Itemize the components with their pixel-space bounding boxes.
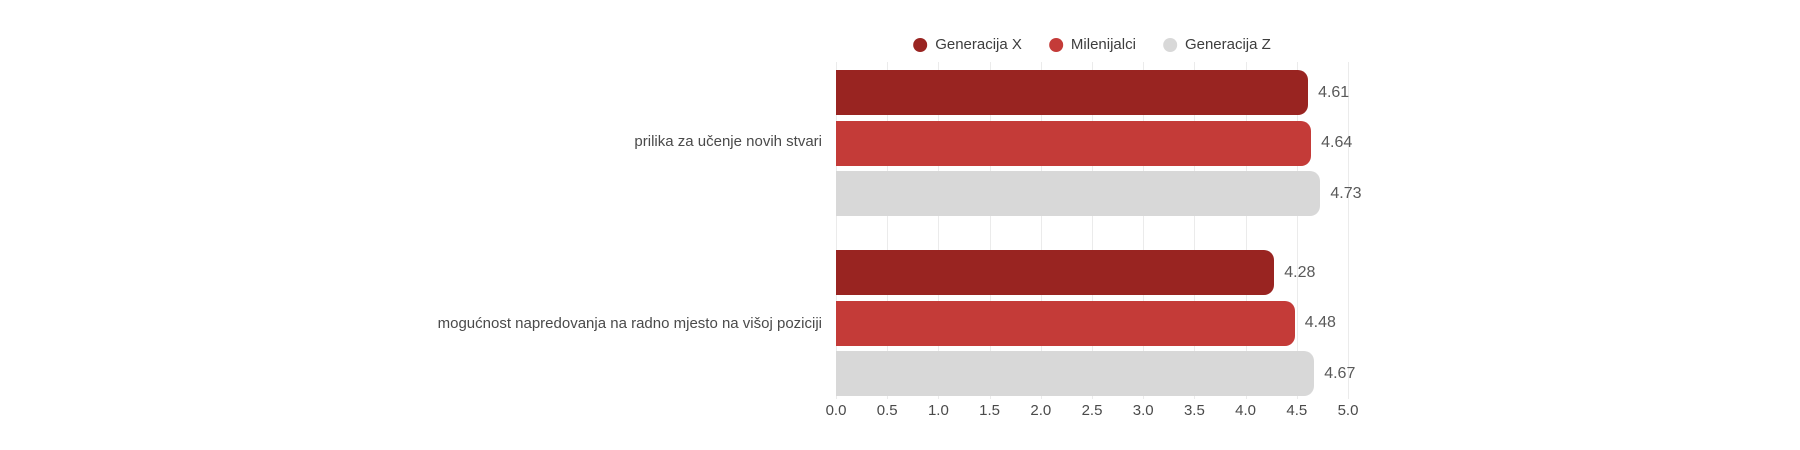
gridline	[836, 62, 837, 399]
x-axis-tick-label: 0.0	[825, 402, 847, 419]
bar-generacija-z[interactable]	[836, 351, 1315, 396]
bar-generacija-x[interactable]	[836, 250, 1275, 295]
gridline	[1040, 62, 1042, 399]
bar-value-label: 4.48	[1304, 314, 1336, 331]
gridline	[1348, 62, 1349, 399]
x-axis-tick-label: 5.0	[1337, 402, 1359, 419]
x-axis-tick-label: 0.5	[876, 402, 898, 419]
bar-row: 4.64	[836, 120, 1352, 166]
plot-area: 4.61 4.64 4.73 4.28 4.48 4.67	[836, 62, 1361, 399]
bar-row: 4.73	[836, 171, 1361, 216]
x-axis-tick-label: 2.0	[1030, 402, 1052, 419]
x-axis-tick-label: 3.0	[1132, 402, 1154, 419]
x-axis-tick-label: 4.5	[1286, 402, 1308, 419]
legend-swatch-icon	[1162, 37, 1177, 52]
bar-value-label: 4.61	[1318, 83, 1350, 101]
x-axis-tick-label: 4.0	[1235, 402, 1257, 419]
gridline	[938, 62, 940, 399]
gridline	[1296, 62, 1298, 399]
bar-generacija-x[interactable]	[836, 70, 1309, 115]
gridline	[989, 62, 991, 399]
legend-swatch-icon	[913, 37, 928, 52]
legend-swatch-icon	[1048, 37, 1063, 52]
bar-row: 4.67	[836, 351, 1355, 396]
x-axis-tick-label: 1.5	[979, 402, 1001, 419]
category-label-prilika-za-ucenje: prilika za učenje novih stvari	[634, 133, 822, 150]
legend-item-milenijalci[interactable]: Milenijalci	[1048, 36, 1136, 53]
bar-value-label: 4.28	[1284, 263, 1316, 281]
gridline	[1143, 62, 1145, 399]
gridline	[1194, 62, 1196, 399]
legend-label: Generacija Z	[1184, 36, 1271, 53]
gridline	[1245, 62, 1247, 399]
legend-item-generacija-x[interactable]: Generacija X	[913, 36, 1022, 53]
bar-generacija-z[interactable]	[836, 171, 1321, 216]
bar-value-label: 4.64	[1321, 134, 1353, 151]
legend-label: Milenijalci	[1070, 36, 1136, 53]
gridline	[1092, 62, 1093, 399]
legend-item-generacija-z[interactable]: Generacija Z	[1162, 36, 1271, 53]
bar-milenijalci[interactable]	[836, 120, 1312, 166]
x-axis-tick-label: 1.0	[927, 402, 949, 419]
category-label-mogucnost-napredovanja: mogućnost napredovanja na radno mjesto n…	[437, 315, 822, 332]
bar-row: 4.61	[836, 70, 1350, 115]
bar-row: 4.28	[836, 250, 1348, 295]
legend-label: Generacija X	[935, 36, 1022, 53]
chart-legend: Generacija X Milenijalci Generacija Z	[913, 36, 1271, 53]
bar-value-label: 4.67	[1324, 364, 1356, 382]
bar-value-label: 4.73	[1330, 184, 1362, 202]
bar-row: 4.48	[836, 300, 1348, 346]
x-axis-tick-label: 2.5	[1081, 402, 1103, 419]
x-axis-tick-label: 3.5	[1183, 402, 1205, 419]
bar-milenijalci[interactable]	[836, 300, 1295, 346]
gridline	[887, 62, 889, 399]
